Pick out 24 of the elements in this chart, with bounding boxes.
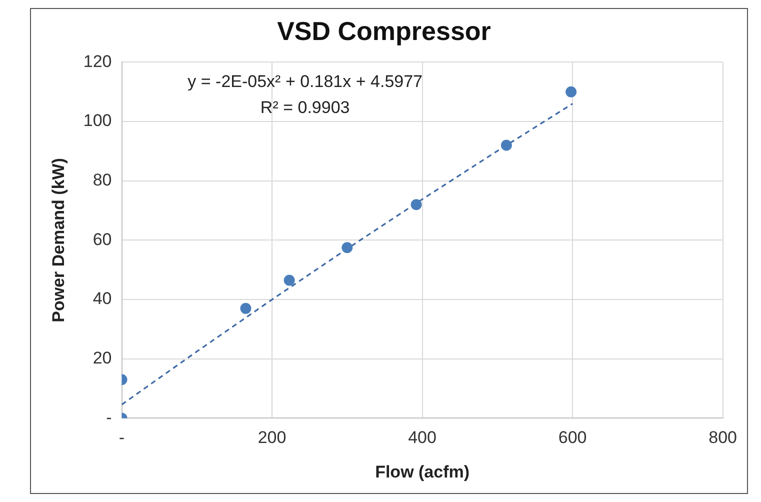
annotation: R² = 0.9903 bbox=[260, 98, 350, 117]
x-tick-label: 200 bbox=[258, 428, 286, 448]
y-tick-label: 100 bbox=[83, 111, 112, 130]
point bbox=[410, 199, 422, 210]
y-tick-label: 20 bbox=[92, 348, 112, 368]
point bbox=[500, 140, 512, 151]
x-axis-title: Flow (acfm) bbox=[375, 462, 470, 482]
point bbox=[342, 242, 353, 254]
annotation: y = -2E-05x² + 0.181x + 4.5977 bbox=[188, 72, 423, 91]
x-tick-label: - bbox=[118, 428, 125, 448]
point bbox=[284, 274, 295, 286]
x-tick-label: 400 bbox=[408, 428, 436, 448]
point bbox=[240, 302, 252, 314]
y-tick-label: 60 bbox=[92, 230, 112, 249]
y-tick-label: 120 bbox=[83, 52, 112, 71]
y-tick-label: 40 bbox=[92, 289, 112, 308]
y-axis-title: Power Demand (kW) bbox=[48, 158, 68, 322]
x-tick-label: 800 bbox=[708, 428, 738, 448]
x-tick-label: 600 bbox=[558, 428, 587, 448]
y-tick-label: - bbox=[106, 408, 112, 427]
chart-title: VSD Compressor bbox=[277, 16, 491, 46]
point bbox=[566, 86, 577, 98]
line-series bbox=[122, 102, 574, 406]
y-tick-label: 80 bbox=[92, 170, 112, 190]
